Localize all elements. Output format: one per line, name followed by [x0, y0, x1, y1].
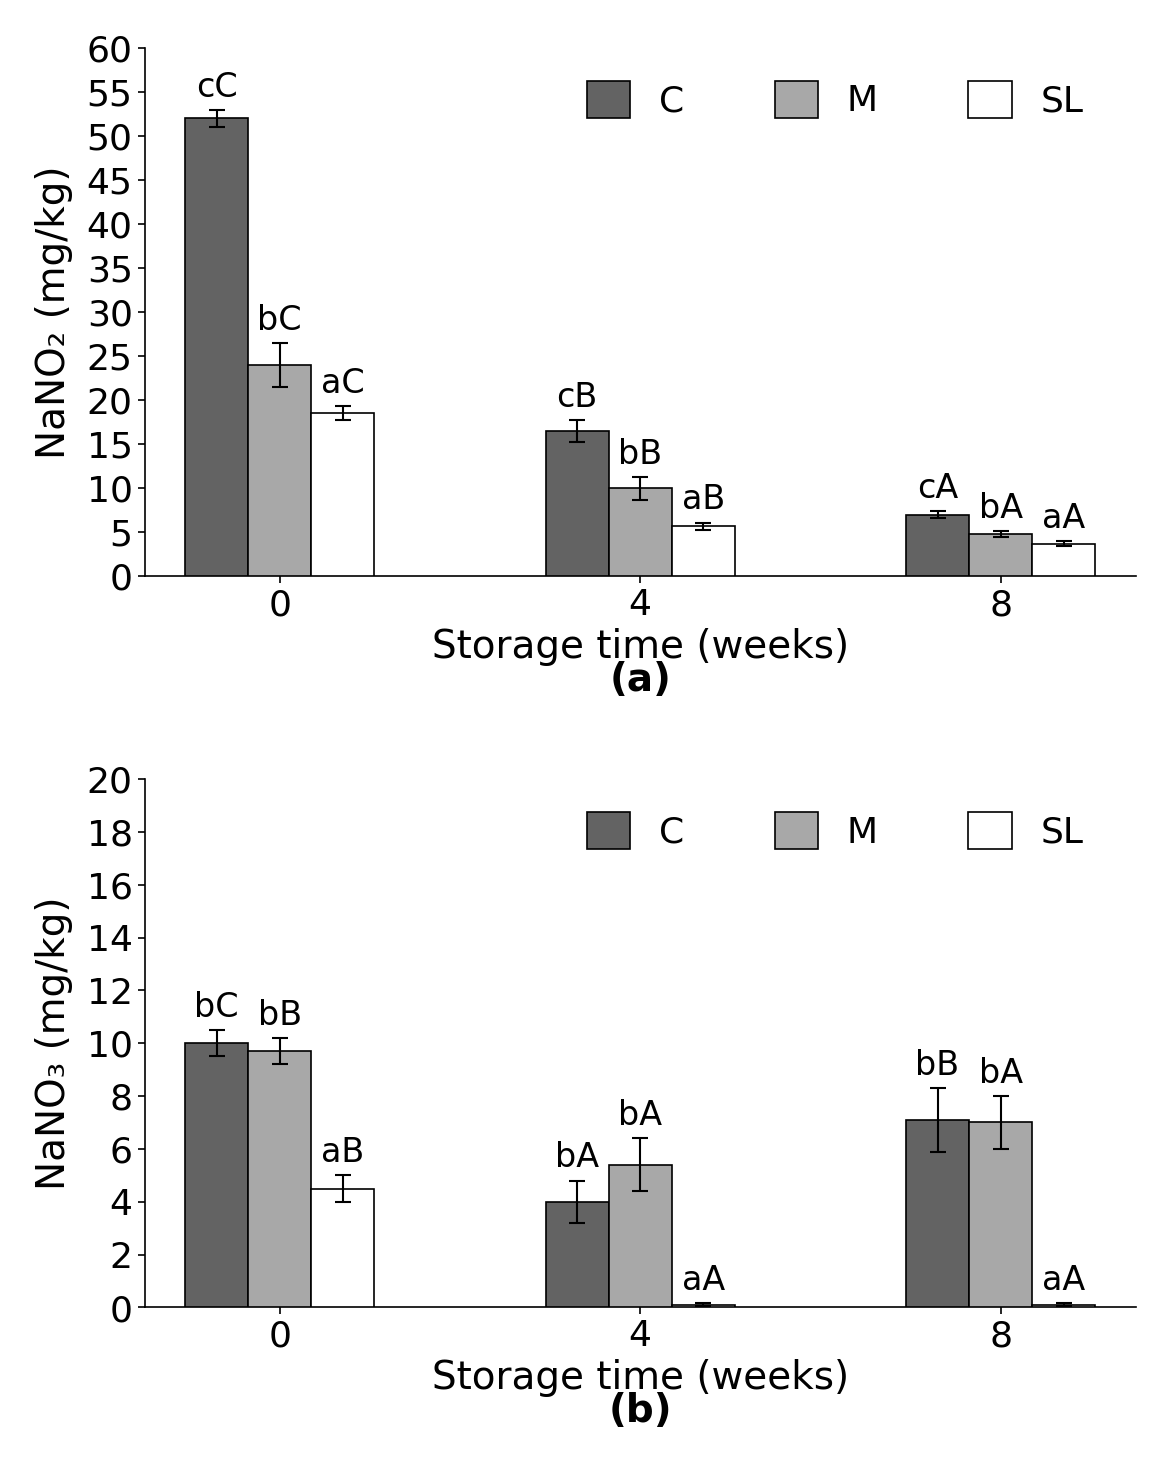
- X-axis label: Storage time (weeks): Storage time (weeks): [432, 627, 848, 665]
- Text: bA: bA: [978, 1057, 1023, 1089]
- Bar: [545, 1202, 608, 1307]
- Text: bC: bC: [194, 991, 239, 1023]
- Text: cB: cB: [556, 382, 598, 414]
- Bar: [185, 118, 248, 576]
- Bar: [969, 534, 1032, 576]
- Text: aA: aA: [1041, 501, 1085, 535]
- Text: aC: aC: [321, 367, 364, 401]
- Text: (b): (b): [608, 1392, 672, 1430]
- Text: bB: bB: [618, 437, 662, 471]
- Bar: [545, 431, 608, 576]
- Text: cC: cC: [195, 70, 238, 104]
- Bar: [248, 366, 311, 576]
- Bar: [672, 526, 735, 576]
- Bar: [906, 1120, 969, 1307]
- Text: aA: aA: [681, 1265, 724, 1297]
- Legend: C, M, SL: C, M, SL: [572, 797, 1097, 864]
- Text: bA: bA: [978, 493, 1023, 525]
- Bar: [1032, 1304, 1095, 1307]
- Bar: [311, 1189, 374, 1307]
- Text: bC: bC: [257, 304, 302, 336]
- Text: aA: aA: [1041, 1265, 1085, 1297]
- Bar: [1032, 544, 1095, 576]
- Bar: [608, 488, 672, 576]
- Text: aB: aB: [681, 484, 724, 516]
- Y-axis label: NaNO₃ (mg/kg): NaNO₃ (mg/kg): [35, 896, 73, 1190]
- Bar: [608, 1165, 672, 1307]
- Text: bB: bB: [915, 1048, 959, 1082]
- Y-axis label: NaNO₂ (mg/kg): NaNO₂ (mg/kg): [35, 165, 73, 459]
- Text: bA: bA: [618, 1099, 662, 1132]
- Text: cA: cA: [916, 472, 958, 504]
- Bar: [311, 414, 374, 576]
- Text: bB: bB: [257, 999, 302, 1032]
- Legend: C, M, SL: C, M, SL: [572, 66, 1097, 133]
- Bar: [906, 515, 969, 576]
- Text: bA: bA: [555, 1142, 599, 1174]
- X-axis label: Storage time (weeks): Storage time (weeks): [432, 1358, 848, 1396]
- Bar: [969, 1123, 1032, 1307]
- Bar: [185, 1044, 248, 1307]
- Bar: [672, 1304, 735, 1307]
- Bar: [248, 1051, 311, 1307]
- Text: aB: aB: [321, 1136, 364, 1170]
- Text: (a): (a): [608, 661, 670, 699]
